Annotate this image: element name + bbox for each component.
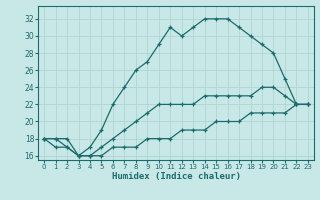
X-axis label: Humidex (Indice chaleur): Humidex (Indice chaleur) <box>111 172 241 181</box>
